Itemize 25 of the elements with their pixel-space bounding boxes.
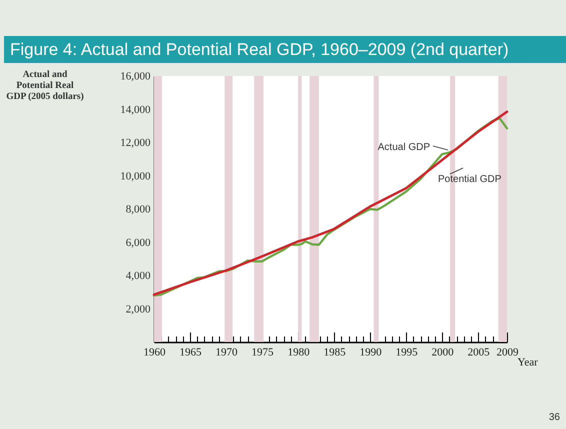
x-tick-label: 2000 — [432, 346, 454, 358]
y-tick-label: 8,000 — [126, 204, 151, 216]
series-label: Potential GDP — [438, 174, 502, 185]
y-tick-label: 10,000 — [120, 170, 151, 182]
y-tick-label: 2,000 — [126, 303, 151, 316]
x-tick-label: 1985 — [324, 346, 346, 358]
x-axis-title: Year — [518, 356, 538, 368]
x-tick-label: 1970 — [216, 346, 238, 358]
y-tick-label: 14,000 — [120, 104, 151, 116]
chart-title: Figure 4: Actual and Potential Real GDP, 1960–2009 (2nd quarter) — [4, 36, 566, 63]
series-label: Actual GDP — [378, 142, 430, 153]
x-tick-label: 1990 — [360, 346, 382, 358]
x-tick-label: 1960 — [144, 346, 166, 358]
x-tick-label: 1980 — [288, 346, 310, 358]
y-tick-label: 4,000 — [126, 270, 151, 282]
y-tick-label: 12,000 — [120, 137, 151, 149]
y-axis-title: Actual and Potential Real GDP (2005 dollars) — [6, 70, 84, 103]
y-tick-label: 16,000 — [120, 70, 151, 82]
x-tick-label: 1965 — [180, 346, 202, 358]
x-tick-label: 1995 — [396, 346, 418, 358]
x-tick-label: 2009 — [496, 346, 519, 358]
text: 36 — [548, 412, 560, 423]
y-tick-label: 6,000 — [126, 236, 151, 249]
x-tick-label: 1975 — [252, 346, 274, 358]
x-tick-label: 2005 — [468, 346, 490, 358]
